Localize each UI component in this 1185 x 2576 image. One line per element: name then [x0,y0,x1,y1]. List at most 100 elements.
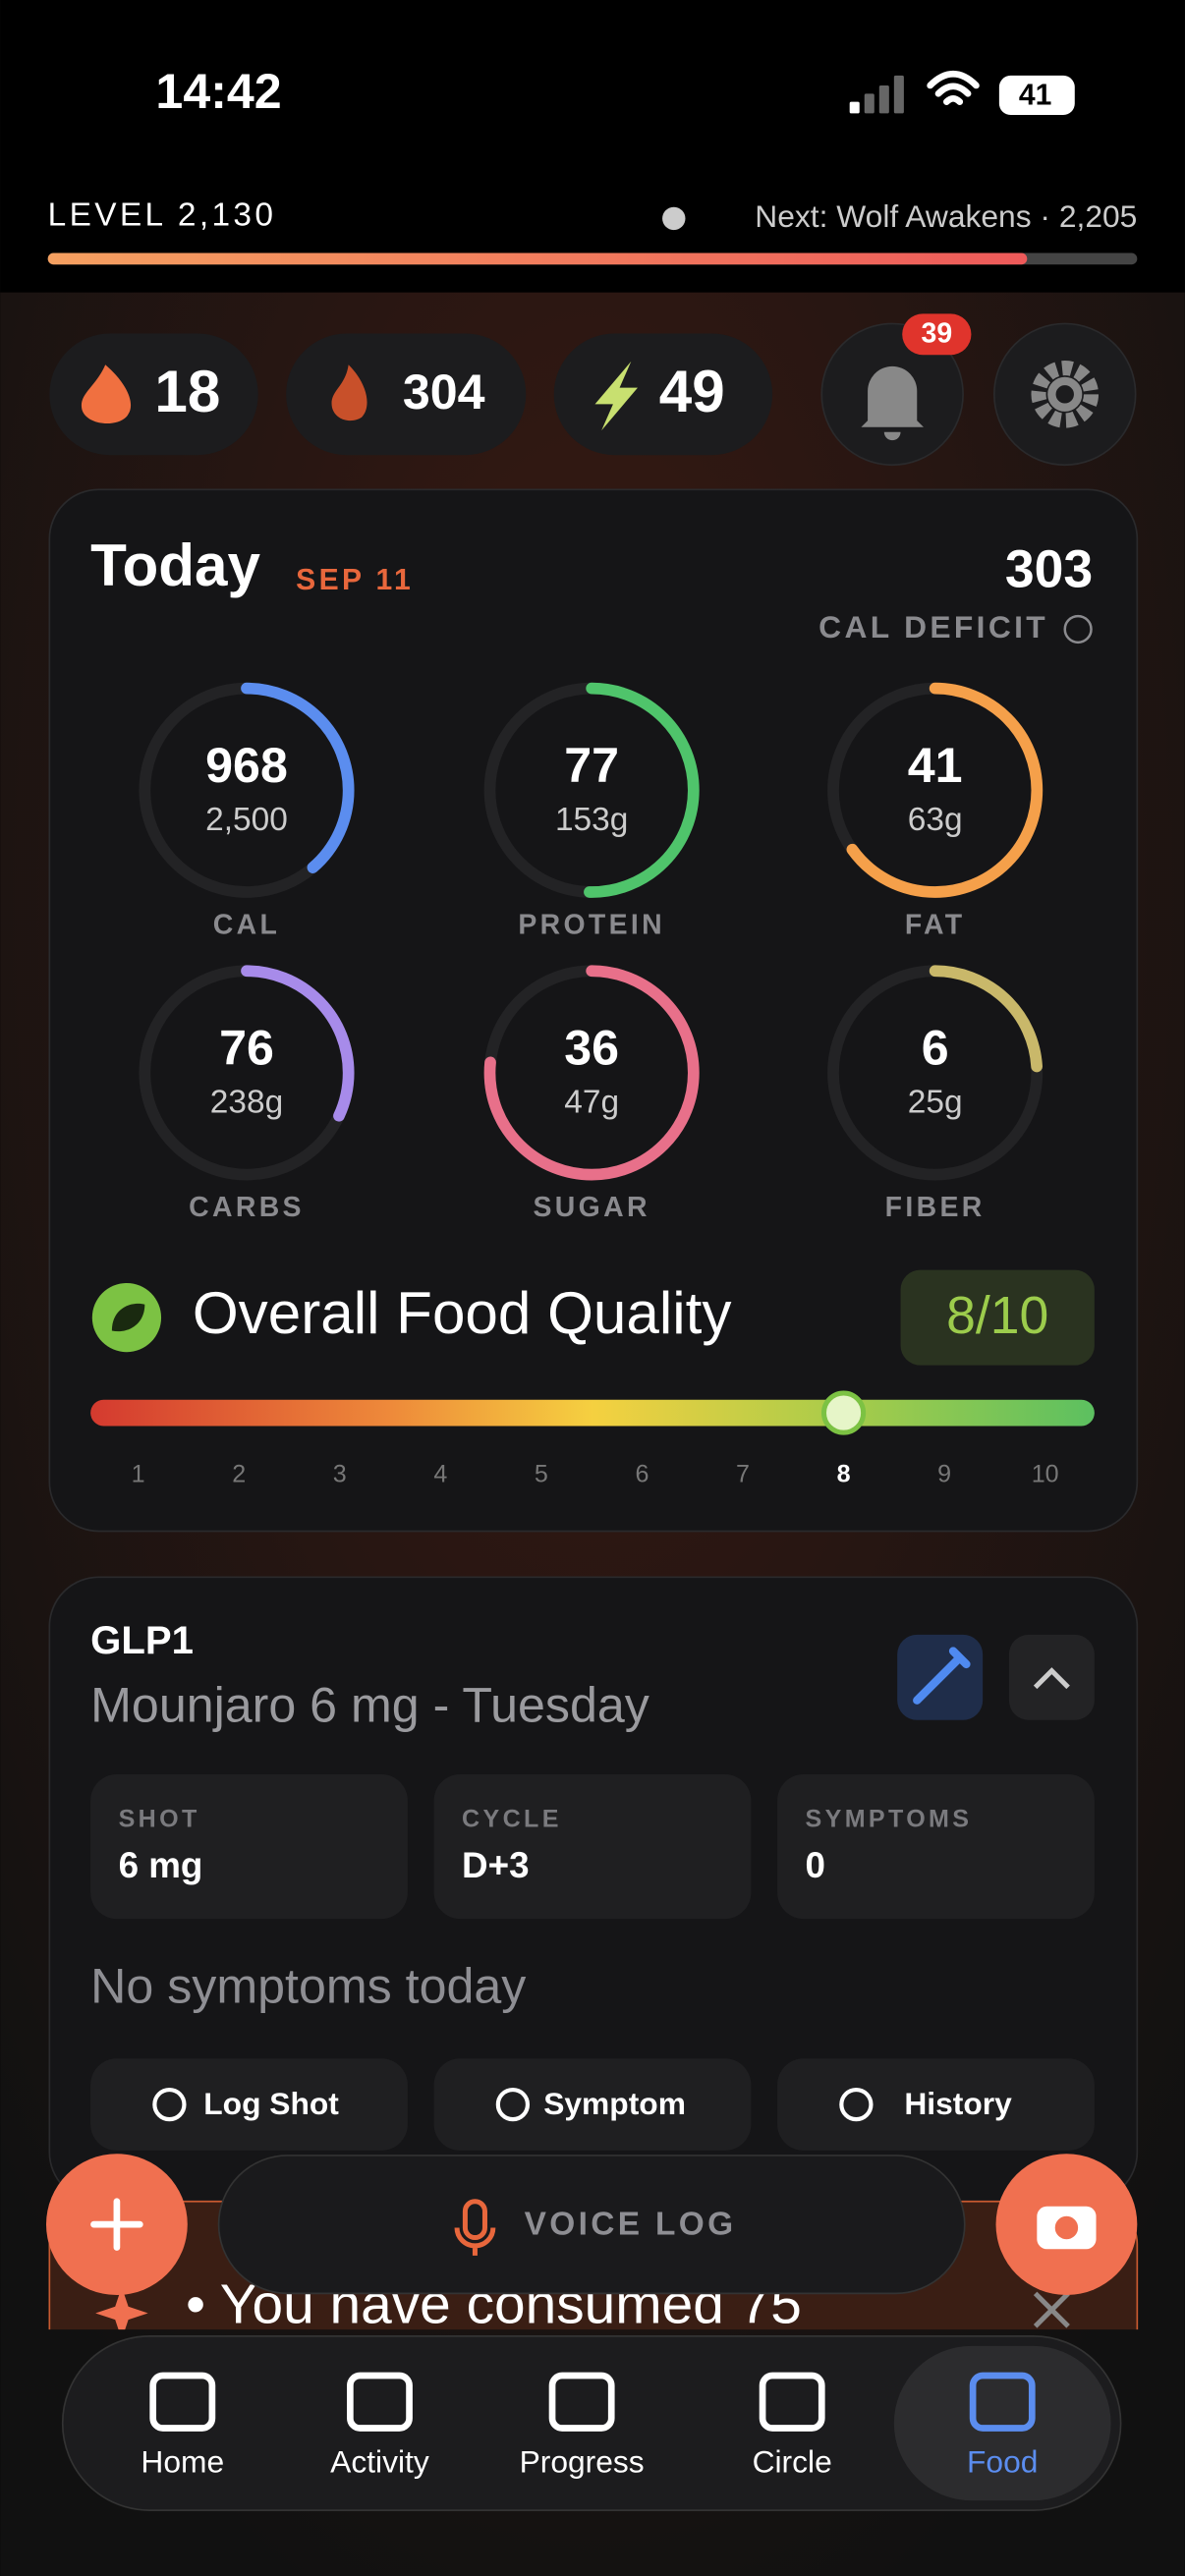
glp1-grid: SHOT 6 mg CYCLE D+3 SYMPTOMS 0 Log Shot Symptom… [90,1773,1095,2151]
camera-lens [1051,2212,1082,2243]
ring-goal: 63g [908,802,963,838]
tab-selected [893,2345,1111,2501]
scale-label: 3 [333,1460,347,1487]
fire-icon [331,364,367,421]
action-button[interactable] [433,2058,752,2151]
battery-level: 41 [1019,80,1051,112]
ring-value: 41 [908,738,963,793]
tab-icon[interactable] [969,2372,1036,2432]
scale-label: 1 [132,1460,145,1487]
tab-icon[interactable] [759,2372,825,2432]
stat-label: SHOT [119,1805,200,1832]
rings: 968 2,500 CAL 77 153g PROTEIN 41 63g FAT 76 238g CA… [139,682,1044,1223]
stat-card [90,1773,408,1920]
ring-label: FAT [905,910,966,941]
collapse-button[interactable] [1008,1634,1095,1720]
stat-label: CYCLE [462,1805,562,1832]
ring-goal: 238g [210,1085,283,1121]
signal [849,75,904,114]
mic-stand [454,2227,496,2256]
scale-label: 8 [837,1460,851,1487]
scale-label: 5 [535,1460,548,1487]
info-icon [1063,614,1093,644]
today-title: Today [90,532,260,598]
scale-label: 4 [433,1460,447,1487]
quality-track [90,1399,1095,1427]
bolt-icon [594,361,638,431]
action-icon [839,2087,874,2122]
stat-card [777,1773,1095,1920]
quality-box [900,1269,1095,1366]
stat-label: SYMPTOMS [806,1805,973,1832]
stat-value: D+3 [462,1845,529,1885]
ring-value: 968 [205,738,288,793]
quality-knob [820,1390,867,1435]
settings-button[interactable] [993,322,1137,467]
ring-progress [139,682,355,898]
action-icon [152,2087,187,2122]
tab-icon[interactable] [149,2372,216,2432]
plus-icon [90,2198,143,2251]
tab-label: Progress [520,2444,645,2480]
quality-label: Overall Food Quality [193,1280,732,1346]
tab-icon[interactable] [548,2372,615,2432]
tab-label: Activity [330,2444,429,2480]
mic-icon [462,2199,487,2241]
ring-progress [827,965,1044,1181]
streak: 18 [154,359,220,424]
ring-progress [827,682,1044,898]
ring-progress [483,965,700,1181]
ring-label: FIBER [885,1192,986,1223]
level-fill [47,252,1028,265]
ring-value: 6 [922,1020,949,1075]
energy-pill [553,333,773,456]
stat-value: 0 [806,1845,825,1885]
ring-label: PROTEIN [518,910,665,941]
bell-icon [861,365,924,441]
ring-label: CARBS [189,1192,305,1223]
scale-label: 10 [1032,1460,1059,1487]
ring-progress [139,965,355,1181]
ring-value: 76 [219,1020,274,1075]
action-button[interactable] [90,2058,408,2151]
tab-label: Circle [753,2444,832,2480]
ring-goal: 153g [555,802,628,838]
action-label: Log Shot [203,2086,339,2121]
quality-scale: 1 2 3 4 5 6 7 8 9 10 [132,1390,1059,1487]
gear-icon [1031,361,1100,428]
voice-log: VOICE LOG [525,2207,737,2243]
today-date: SEP 11 [296,564,414,596]
battery [998,75,1075,116]
burn: 304 [403,364,485,420]
deficit: 303 [1005,541,1093,599]
action-label: History [904,2086,1012,2121]
ring-goal: 2,500 [205,802,288,838]
action-icon [495,2087,531,2122]
today-card [48,488,1139,1533]
gear-hub [1047,376,1083,412]
streak-pill [49,333,258,456]
scale-label: 6 [635,1460,649,1487]
level: LEVEL 2,130 [48,197,277,234]
scale-label: 9 [937,1460,951,1487]
flame-icon [81,364,132,424]
scale-label: 2 [232,1460,246,1487]
stat-value: 6 mg [119,1845,203,1885]
tab-icon[interactable] [347,2372,413,2432]
ring-goal: 47g [564,1085,619,1121]
next-level: Next: Wolf Awakens · 2,205 [755,198,1137,234]
header-bg [0,0,1185,293]
chevron [1033,1667,1070,1690]
badge [902,313,972,356]
ring-value: 77 [564,738,619,793]
ring-progress [483,682,700,898]
burn-pill [286,333,527,456]
voice-log-button[interactable] [217,2155,966,2295]
paw-icon [662,206,686,231]
action-button[interactable] [777,2058,1095,2151]
quality-score: 8/10 [946,1287,1048,1345]
glp1-note: No symptoms today [90,1958,526,2013]
tab-label: Food [967,2444,1038,2480]
notification-count: 39 [922,318,953,350]
